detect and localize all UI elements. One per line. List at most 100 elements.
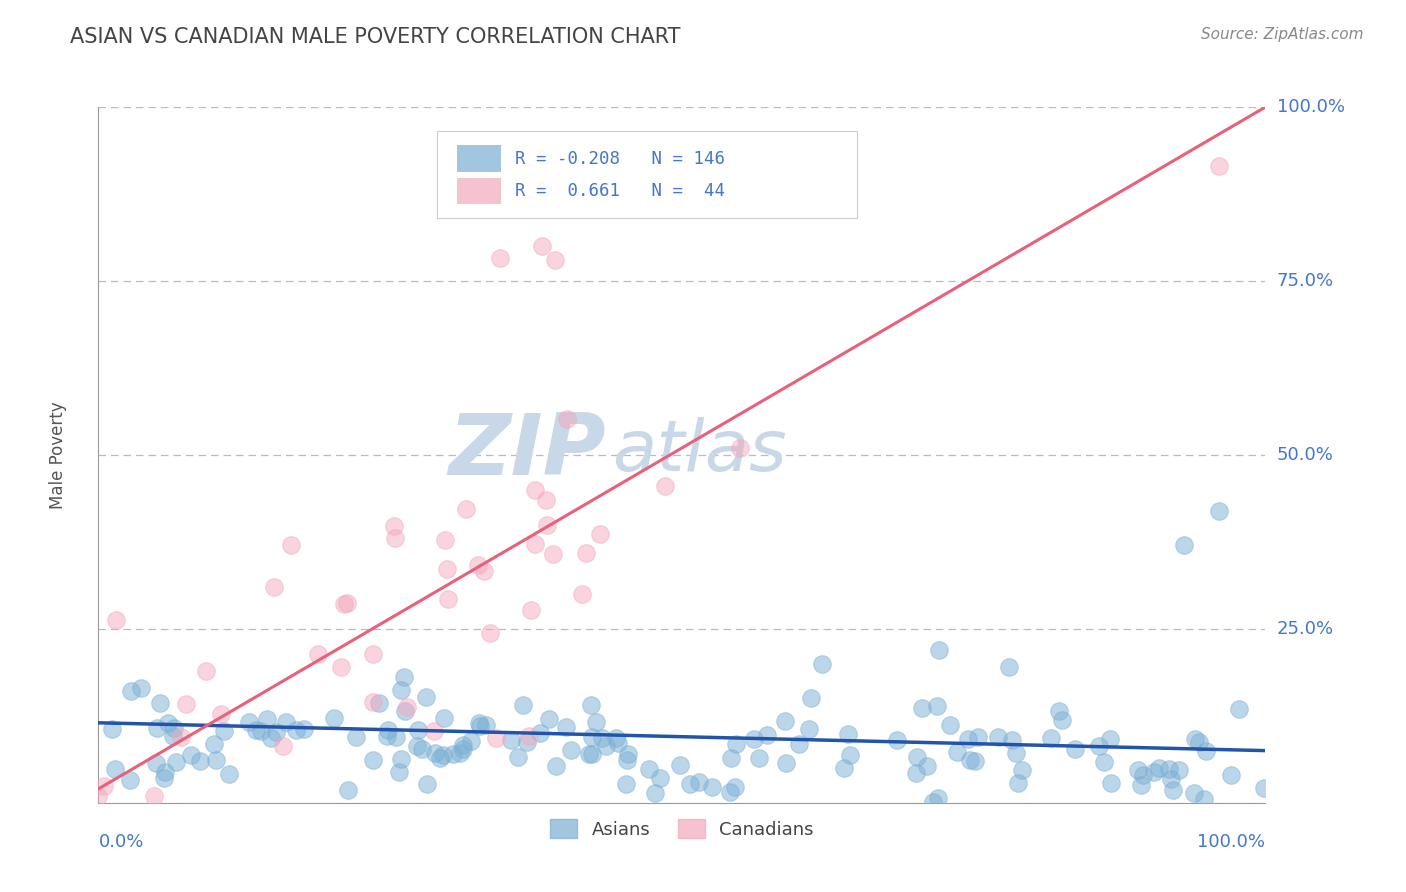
Point bbox=[579, 698, 602, 712]
Point bbox=[165, 755, 187, 769]
Point bbox=[170, 730, 193, 744]
Point bbox=[323, 711, 346, 725]
Point bbox=[1208, 503, 1230, 517]
Point bbox=[718, 785, 741, 799]
Point bbox=[1001, 732, 1024, 747]
Point bbox=[238, 714, 260, 729]
Point bbox=[537, 712, 560, 726]
Point bbox=[839, 747, 862, 762]
Point bbox=[361, 647, 384, 661]
Point bbox=[433, 533, 456, 548]
Point bbox=[250, 724, 273, 739]
Point bbox=[485, 731, 508, 745]
Point bbox=[554, 720, 576, 734]
Point bbox=[118, 773, 141, 788]
Point bbox=[506, 749, 529, 764]
Point bbox=[209, 706, 232, 721]
Point bbox=[837, 727, 859, 741]
Point bbox=[1099, 776, 1122, 790]
Point bbox=[394, 704, 416, 718]
Point bbox=[536, 518, 558, 533]
Point bbox=[1011, 764, 1033, 778]
Point bbox=[730, 441, 752, 455]
Point bbox=[460, 733, 482, 747]
Text: 25.0%: 25.0% bbox=[1277, 620, 1334, 638]
Point bbox=[799, 722, 821, 736]
Point bbox=[925, 699, 948, 714]
Point bbox=[145, 756, 167, 771]
Point bbox=[155, 765, 177, 780]
Point bbox=[188, 754, 211, 768]
Point bbox=[153, 771, 176, 785]
Point bbox=[361, 753, 384, 767]
Point bbox=[1161, 783, 1184, 797]
Point bbox=[571, 587, 593, 601]
Point bbox=[388, 764, 411, 779]
Point bbox=[534, 493, 557, 508]
Point bbox=[789, 738, 811, 752]
Point bbox=[367, 696, 389, 710]
Point bbox=[644, 786, 666, 800]
Text: R = -0.208   N = 146: R = -0.208 N = 146 bbox=[515, 150, 725, 168]
Point bbox=[392, 670, 415, 684]
Point bbox=[284, 723, 307, 738]
Point bbox=[391, 752, 413, 766]
Point bbox=[436, 562, 458, 576]
Point bbox=[1007, 775, 1029, 789]
Point bbox=[415, 690, 437, 704]
Point bbox=[415, 777, 437, 791]
Point bbox=[271, 739, 294, 753]
Point bbox=[292, 722, 315, 736]
Point bbox=[163, 722, 186, 736]
Point bbox=[467, 558, 489, 573]
Point bbox=[204, 753, 226, 767]
Point bbox=[423, 746, 446, 760]
Point bbox=[756, 728, 779, 742]
Point bbox=[946, 745, 969, 759]
Point bbox=[911, 701, 934, 715]
Point bbox=[142, 789, 165, 803]
Point bbox=[499, 732, 522, 747]
Point bbox=[616, 747, 638, 762]
Point bbox=[437, 592, 460, 607]
Point bbox=[195, 665, 218, 679]
Point bbox=[256, 712, 278, 726]
Point bbox=[1184, 732, 1206, 747]
Point bbox=[87, 789, 110, 803]
Point bbox=[724, 780, 747, 794]
Point bbox=[382, 519, 405, 533]
Point bbox=[104, 762, 127, 776]
Point bbox=[1227, 702, 1250, 716]
Point bbox=[1088, 739, 1111, 753]
Text: ZIP: ZIP bbox=[449, 410, 606, 493]
Text: Male Poverty: Male Poverty bbox=[49, 401, 66, 508]
Point bbox=[773, 714, 796, 729]
Point bbox=[432, 747, 454, 762]
Point bbox=[886, 733, 908, 747]
Point bbox=[523, 537, 546, 551]
Point bbox=[129, 681, 152, 695]
Point bbox=[1219, 768, 1241, 782]
Point bbox=[517, 729, 540, 743]
Point bbox=[361, 695, 384, 709]
Point bbox=[614, 777, 637, 791]
Point bbox=[406, 739, 429, 753]
Point bbox=[811, 657, 834, 671]
Point bbox=[1092, 755, 1115, 769]
Point bbox=[1195, 744, 1218, 758]
Point bbox=[928, 642, 950, 657]
Point bbox=[104, 613, 127, 627]
Point bbox=[1050, 713, 1073, 727]
Point bbox=[607, 736, 630, 750]
Point bbox=[441, 747, 464, 762]
Point bbox=[333, 597, 356, 611]
Point bbox=[274, 715, 297, 730]
Text: 0.0%: 0.0% bbox=[98, 833, 143, 851]
Point bbox=[544, 252, 567, 267]
Point bbox=[149, 696, 172, 710]
Point bbox=[454, 502, 477, 516]
Point bbox=[1063, 742, 1085, 756]
Point bbox=[93, 779, 115, 793]
Point bbox=[967, 730, 990, 744]
Point bbox=[1149, 761, 1171, 775]
